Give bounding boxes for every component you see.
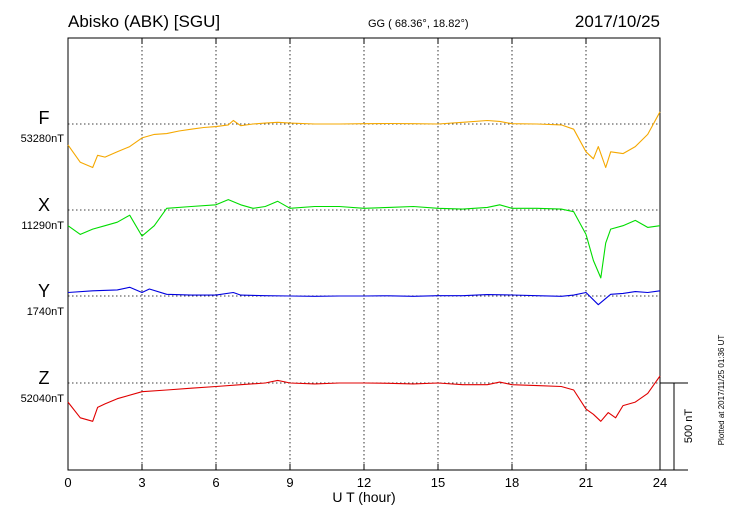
plotted-timestamp: Plotted at 2017/11/25 01:36 UT	[717, 335, 726, 446]
x-tick-label: 15	[431, 475, 445, 490]
x-tick-label: 0	[64, 475, 71, 490]
series-line-z	[67, 375, 661, 422]
x-tick-label: 12	[357, 475, 371, 490]
x-tick-label: 9	[286, 475, 293, 490]
series-name-z: Z	[39, 368, 50, 388]
series-baseline-z: 52040nT	[21, 393, 65, 405]
x-axis-label: U T (hour)	[332, 489, 395, 505]
series-baseline-f: 53280nT	[21, 133, 65, 145]
series-labels: F 53280nT X 11290nT Y 1740nT Z 52040nT	[21, 108, 65, 405]
scale-bar: 500 nT	[660, 382, 695, 471]
coordinates-label: GG ( 68.36°, 18.82°)	[368, 18, 469, 30]
x-tick-label: 24	[653, 475, 667, 490]
x-tick-label: 21	[579, 475, 593, 490]
series-name-x: X	[38, 195, 50, 215]
series-baseline-x: 11290nT	[21, 220, 64, 232]
date-label: 2017/10/25	[575, 12, 660, 31]
x-tick-label: 3	[138, 475, 145, 490]
station-title: Abisko (ABK) [SGU]	[68, 12, 220, 31]
series-layer	[67, 111, 661, 422]
series-baseline-y: 1740nT	[27, 306, 65, 318]
series-name-y: Y	[38, 281, 50, 301]
series-line-y	[67, 286, 661, 306]
series-name-f: F	[39, 108, 50, 128]
series-line-x	[67, 199, 661, 279]
scale-bar-label: 500 nT	[683, 409, 695, 444]
x-axis-ticks: 0 3 6 9 12 15 18 21 24	[64, 38, 667, 490]
x-tick-label: 18	[505, 475, 519, 490]
grid	[68, 38, 660, 470]
series-line-f	[67, 111, 661, 169]
x-tick-label: 6	[212, 475, 219, 490]
